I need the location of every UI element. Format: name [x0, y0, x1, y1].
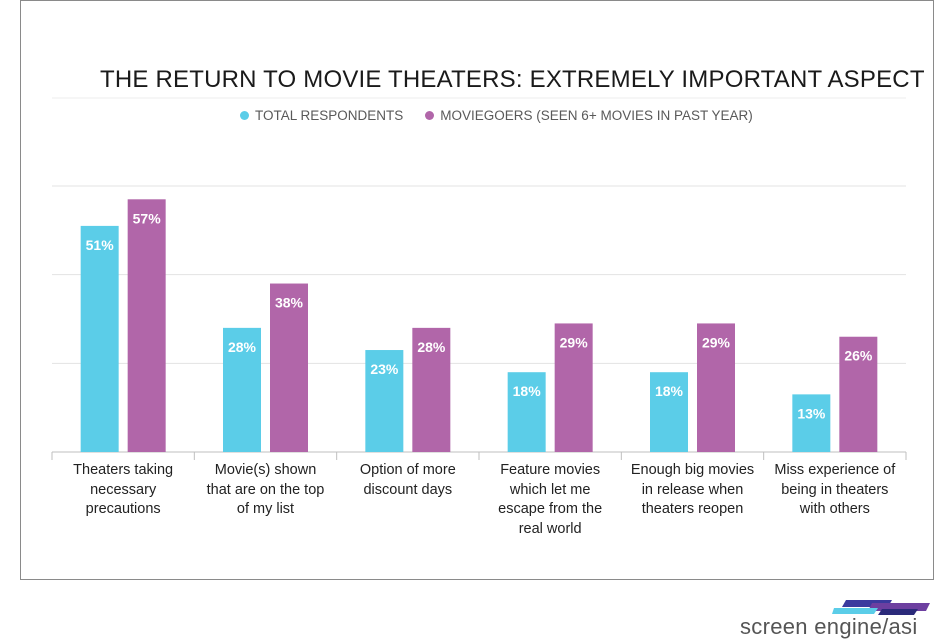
bar-moviegoers — [412, 327, 451, 452]
bar-total — [365, 350, 404, 452]
bar-total — [80, 225, 119, 452]
data-label: 38% — [275, 295, 304, 311]
category-label-line: that are on the top — [206, 481, 325, 498]
category-label-line: discount days — [363, 481, 453, 498]
bar-moviegoers — [270, 283, 308, 452]
category-label-line: precautions — [85, 501, 161, 517]
category-label-line: Feature movies — [500, 462, 601, 478]
chart-title: THE RETURN TO MOVIE THEATERS: EXTREMELY … — [100, 66, 925, 93]
bar-total — [650, 372, 688, 452]
legend-swatch-moviegoers — [425, 111, 435, 120]
category-label: Enough big movies in release when theaters… — [623, 461, 763, 520]
category-label-line: Miss experience of — [774, 462, 896, 478]
category-label-line: Enough big movies — [630, 462, 755, 478]
category-label-line: of my list — [236, 501, 295, 517]
bar-moviegoers — [839, 336, 878, 452]
category-label-line: being in theaters — [781, 481, 889, 498]
brand-mark-icon — [832, 600, 930, 615]
bar-moviegoers — [697, 323, 735, 452]
bar-moviegoers — [127, 199, 166, 452]
data-label: 28% — [417, 339, 446, 355]
category-label-line: with others — [799, 501, 870, 517]
data-label: 13% — [797, 405, 826, 421]
data-label: 18% — [655, 383, 684, 399]
bar-total — [223, 327, 261, 452]
category-label-line: necessary — [90, 481, 157, 498]
category-label-line: Option of more — [359, 462, 456, 478]
data-label: 26% — [844, 348, 873, 364]
category-label: Feature movies which let me escape from th… — [480, 461, 620, 539]
category-label-line: which let me — [509, 481, 591, 498]
category-label-line: Theaters taking — [73, 462, 174, 478]
bar-total — [507, 372, 546, 452]
category-label-line: in release when — [641, 481, 744, 498]
category-label-line: Movie(s) shown — [214, 462, 317, 478]
legend: TOTAL RESPONDENTS MOVIEGOERS (SEEN 6+ MO… — [240, 108, 753, 123]
data-label: 29% — [702, 334, 731, 350]
data-label: 29% — [560, 334, 589, 350]
bar-moviegoers — [554, 323, 593, 452]
bar-total — [792, 394, 831, 452]
category-label-line: escape from the — [498, 501, 603, 517]
data-label: 18% — [513, 383, 542, 399]
category-label: Theaters taking necessary precautions — [53, 461, 193, 520]
data-label: 23% — [370, 361, 399, 377]
legend-item-total: TOTAL RESPONDENTS — [240, 108, 403, 123]
brand-logo: screen engine/asi — [740, 596, 930, 640]
legend-swatch-total — [240, 111, 249, 120]
legend-item-moviegoers: MOVIEGOERS (SEEN 6+ MOVIES IN PAST YEAR) — [425, 108, 753, 123]
category-label-line: real world — [518, 520, 582, 537]
legend-label-moviegoers: MOVIEGOERS (SEEN 6+ MOVIES IN PAST YEAR) — [440, 108, 753, 123]
data-label: 28% — [228, 339, 257, 355]
legend-label-total: TOTAL RESPONDENTS — [255, 108, 404, 123]
category-label: Option of more discount days — [338, 461, 478, 500]
chart-frame — [20, 0, 934, 580]
data-label: 57% — [133, 210, 162, 226]
category-label: Movie(s) shown that are on the top of my l… — [196, 461, 336, 520]
category-label-line: theaters reopen — [641, 501, 744, 517]
data-label: 51% — [86, 237, 115, 253]
brand-text: screen engine/asi — [740, 614, 918, 639]
category-label: Miss experience of being in theaters with … — [765, 461, 905, 520]
